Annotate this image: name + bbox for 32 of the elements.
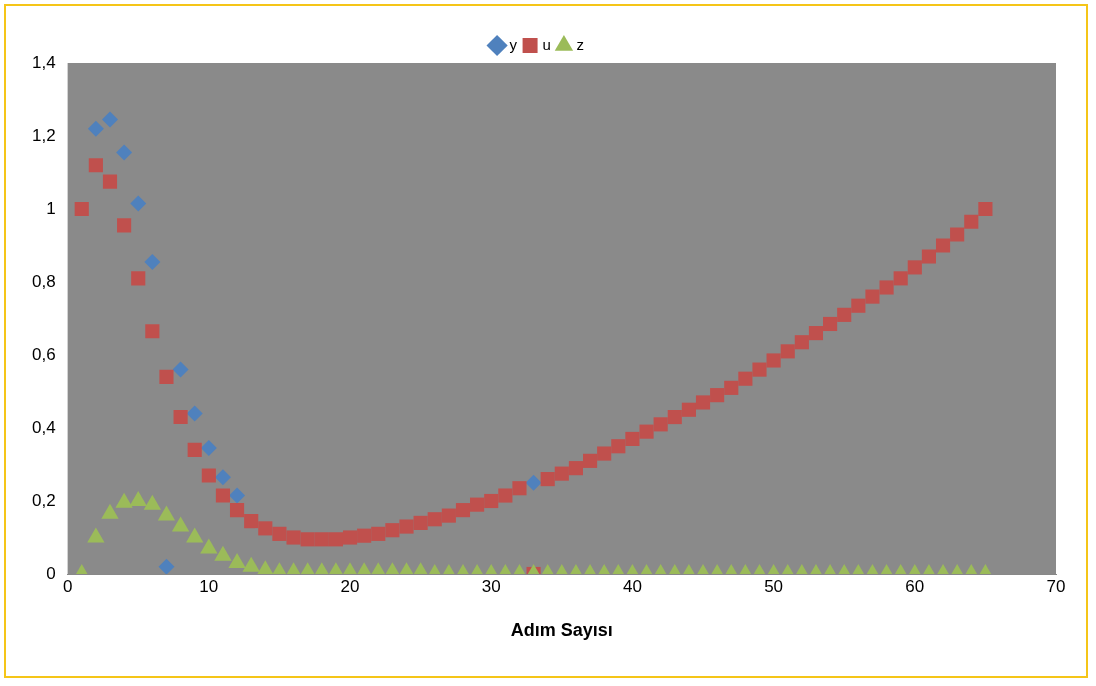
x-tick-label: 10 — [199, 576, 219, 596]
point — [116, 144, 133, 161]
x-tick-label: 50 — [764, 576, 784, 596]
legend-label: z — [576, 35, 584, 53]
x-tick-label: 40 — [622, 576, 642, 596]
y-tick-label: 0,8 — [31, 271, 56, 291]
y-tick-label: 0,4 — [31, 417, 56, 437]
x-axis-title: Adım Sayısı — [510, 620, 613, 641]
legend-label: y — [509, 35, 518, 53]
point — [525, 474, 542, 491]
point — [214, 469, 231, 486]
y-tick-label: 1 — [46, 198, 56, 218]
point — [130, 195, 147, 212]
point — [229, 487, 246, 504]
legend-label: u — [542, 35, 551, 53]
x-tick-label: 70 — [1046, 576, 1066, 596]
y-tick-label: 1,2 — [31, 125, 56, 145]
point — [101, 111, 118, 128]
point — [158, 558, 175, 574]
y-tick-label: 0 — [46, 563, 56, 583]
point — [87, 120, 104, 137]
x-tick-label: 60 — [905, 576, 925, 596]
y-tick-label: 0,2 — [31, 490, 56, 510]
y-tick-label: 1,4 — [31, 52, 56, 72]
point — [200, 440, 217, 457]
y-tick-label: 0,6 — [31, 344, 56, 364]
x-tick-label: 30 — [481, 576, 501, 596]
point — [144, 253, 161, 270]
point — [186, 405, 203, 422]
x-tick-label: 20 — [340, 576, 360, 596]
x-tick-label: 0 — [62, 576, 73, 596]
point — [172, 361, 189, 378]
